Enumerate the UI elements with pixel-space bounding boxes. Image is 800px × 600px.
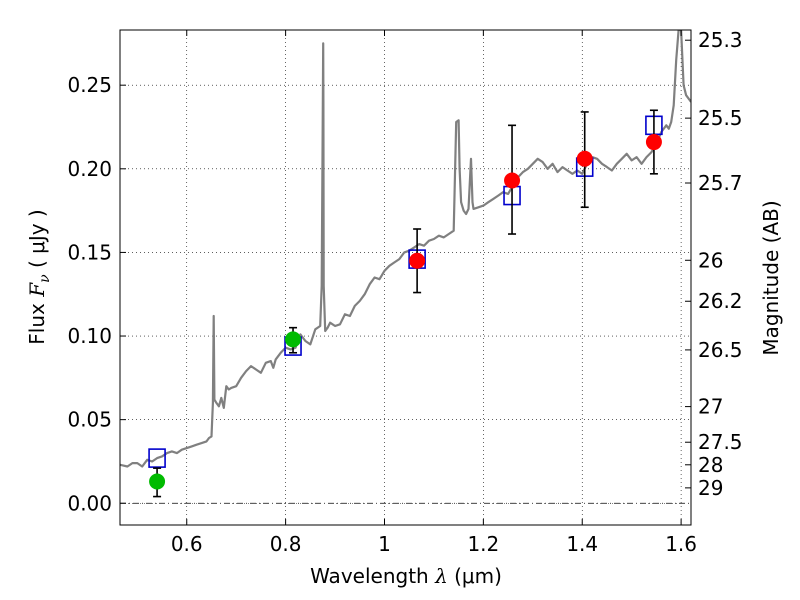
y-axis-title: Flux Fν ( μJy ) [25, 209, 53, 344]
grid [120, 30, 691, 525]
model-flux-square [148, 448, 166, 468]
y-tick-label: 0.15 [67, 240, 112, 264]
observed-flux-point [504, 172, 521, 189]
x-tick-label: 0.6 [171, 532, 203, 556]
magnitude-tick-label: 25.5 [698, 106, 743, 130]
magnitude-tick-label: 28 [698, 453, 723, 477]
magnitude-tick-label: 26 [698, 248, 723, 272]
observed-flux-point [576, 150, 593, 167]
x-tick-label: 1.2 [467, 532, 499, 556]
observed-flux-point [409, 252, 426, 269]
x-tick-label: 0.8 [270, 532, 302, 556]
x-tick-label: 1.4 [566, 532, 598, 556]
x-axis-title: Wavelength λ (μm) [310, 564, 502, 588]
y-tick-label: 0.05 [67, 408, 112, 432]
magnitude-tick-label: 27 [698, 395, 723, 419]
observed-flux-point [645, 134, 662, 151]
plot-frame [119, 29, 692, 526]
x-tick-label: 1.6 [665, 532, 697, 556]
x-axis-ticks: 0.6 0.8 1 1.2 1.4 1.6 [171, 30, 697, 556]
observed-flux-point [285, 331, 302, 348]
magnitude-axis-title: Magnitude (AB) [759, 200, 783, 355]
model-spectrum [120, 30, 691, 468]
model-spectrum-line [120, 30, 691, 468]
y-tick-label: 0.25 [67, 73, 112, 97]
magnitude-tick-label: 26.2 [698, 289, 743, 313]
observed-flux-point [149, 473, 166, 490]
magnitude-tick-label: 25.7 [698, 171, 743, 195]
y-tick-label: 0.00 [67, 491, 112, 515]
y-axis-ticks: 0.00 0.05 0.10 0.15 0.20 0.25 [67, 73, 126, 515]
y-tick-label: 0.10 [67, 324, 112, 348]
y-tick-label: 0.20 [67, 157, 112, 181]
magnitude-tick-label: 27.5 [698, 430, 743, 454]
x-tick-label: 1 [378, 532, 391, 556]
magnitude-tick-label: 29 [698, 476, 723, 500]
magnitude-tick-label: 26.5 [698, 338, 743, 362]
observed-photometry [149, 134, 662, 490]
magnitude-tick-label: 25.3 [698, 28, 743, 52]
